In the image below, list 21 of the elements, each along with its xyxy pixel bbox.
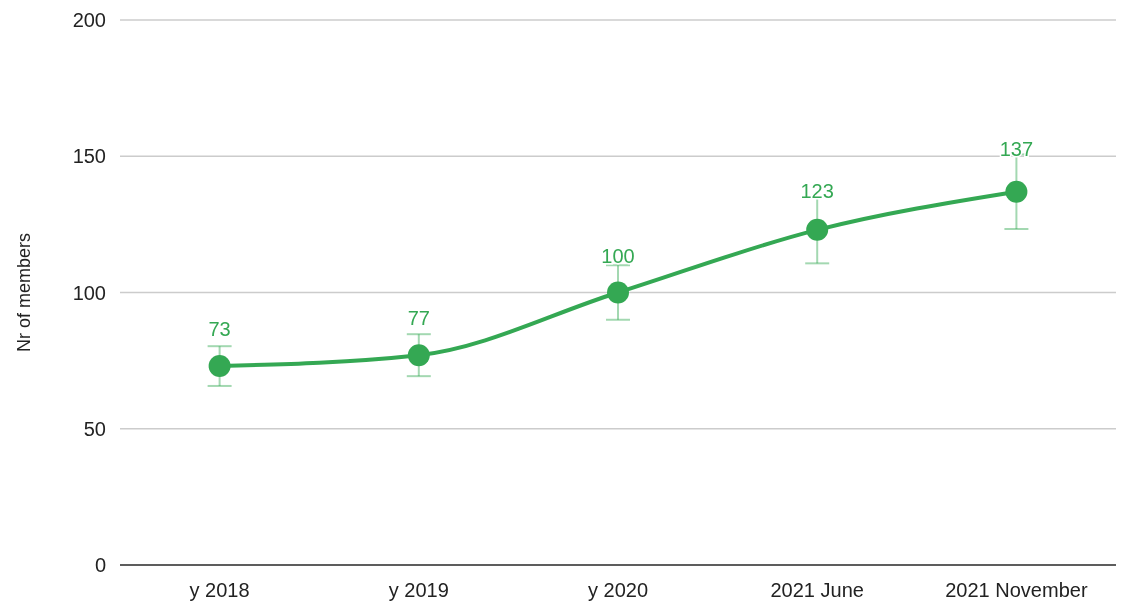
data-label: 77 [407,307,430,330]
point [407,344,430,367]
data-label: 100 [601,244,635,267]
y-tick-label: 0 [94,554,106,576]
y-tick-label: 50 [83,417,106,440]
point [208,355,231,378]
x-tick-label: 2021 November [945,579,1088,601]
y-tick-label: 150 [72,145,106,168]
data-label: 73 [208,318,231,341]
point [1005,180,1028,203]
y-tick-label: 200 [72,9,106,31]
x-tick-label: 2021 June [770,579,864,601]
x-tick-label: y 2020 [587,579,649,601]
data-label: 123 [800,180,834,203]
y-tick-label: 100 [72,281,106,304]
point [806,218,829,241]
y-axis-title: Nr of members [14,232,34,353]
x-tick-label: y 2019 [388,579,449,601]
data-label: 137 [999,138,1034,161]
point [607,281,629,304]
x-tick-label: y 2018 [189,579,250,601]
